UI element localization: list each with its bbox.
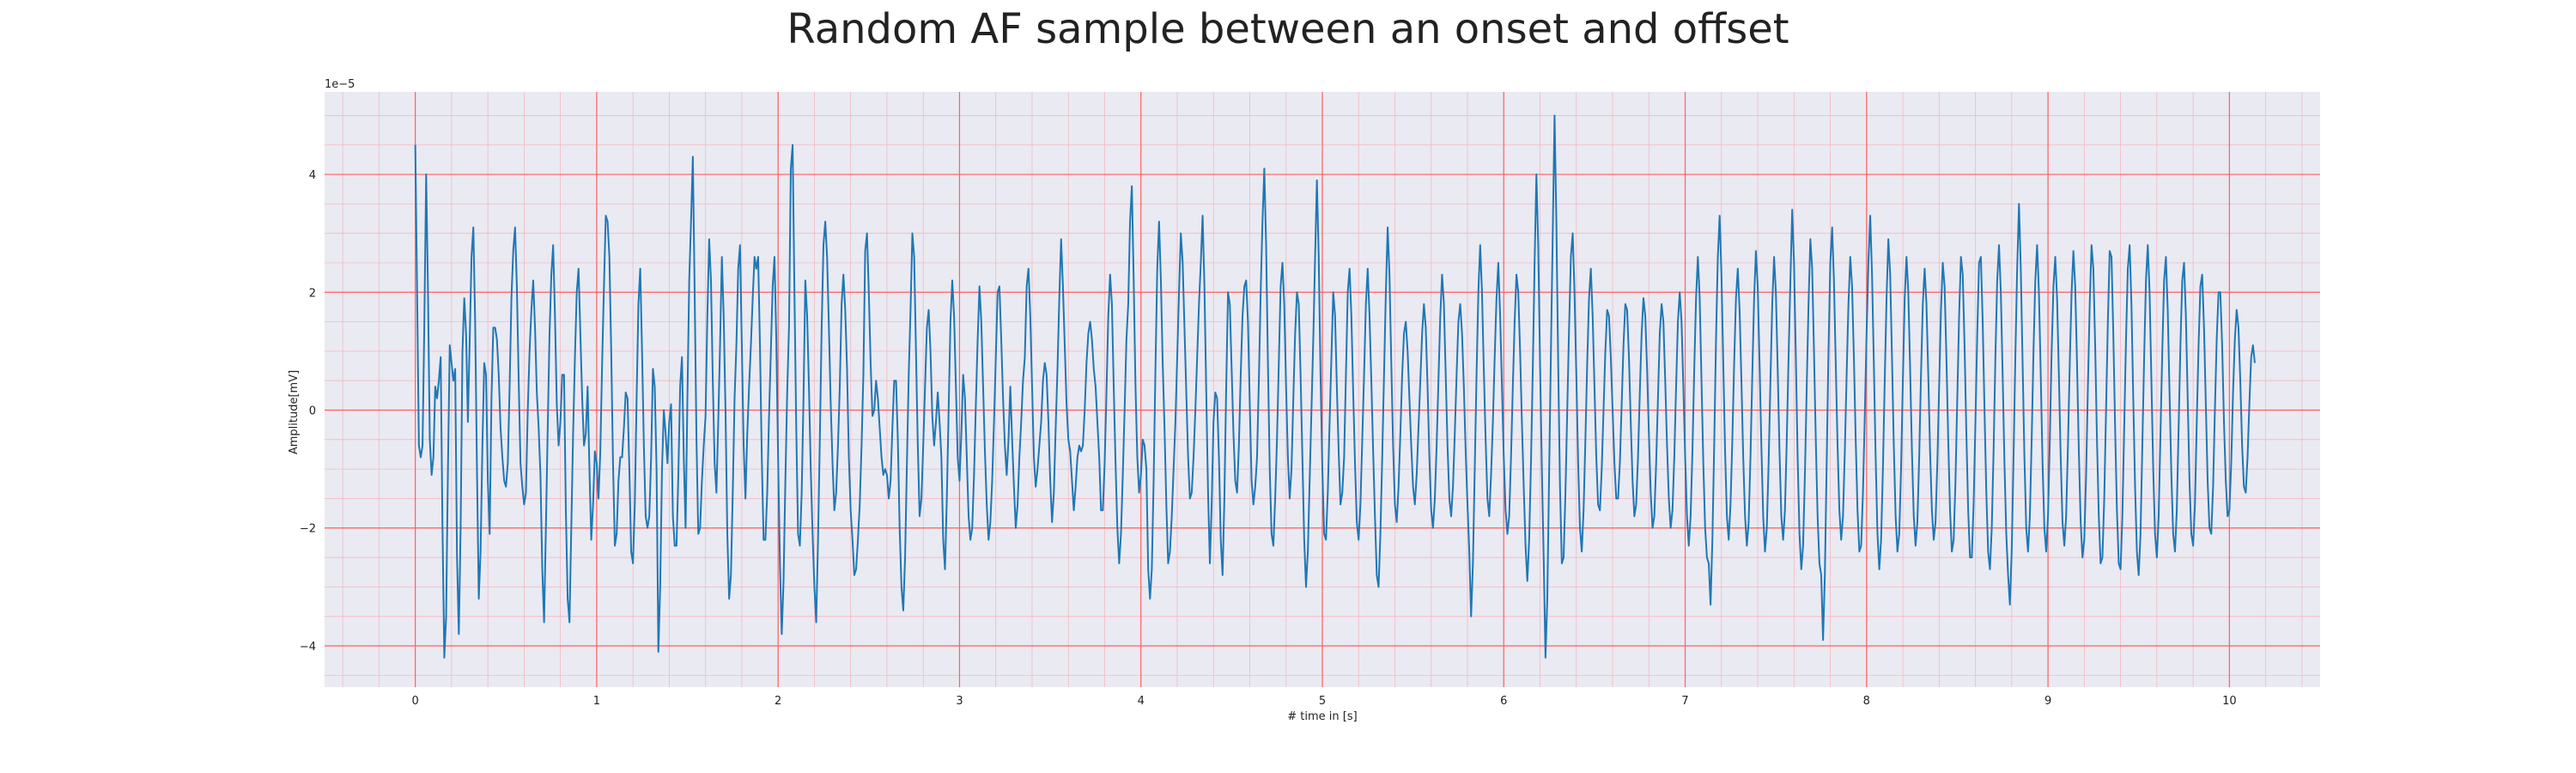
x-axis-ticks: 0 1 2 3 4 5 6 7 8 9 10	[411, 695, 2236, 708]
y-tick-label: 2	[309, 287, 316, 300]
series-line	[414, 114, 2256, 659]
x-tick-label: 2	[775, 695, 781, 708]
y-tick-label: −4	[300, 641, 316, 654]
y-tick-label: 0	[309, 405, 316, 418]
series-layer	[414, 114, 2256, 659]
x-tick-label: 3	[956, 695, 963, 708]
x-tick-label: 1	[593, 695, 600, 708]
x-tick-label: 8	[1863, 695, 1870, 708]
x-tick-label: 10	[2222, 695, 2237, 708]
y-axis-ticks: −4 −2 0 2 4	[300, 169, 316, 654]
x-tick-label: 5	[1319, 695, 1326, 708]
major-grid	[325, 92, 2320, 687]
chart-title: Random AF sample between an onset and of…	[787, 5, 1789, 53]
x-tick-label: 9	[2044, 695, 2051, 708]
y-tick-label: −2	[300, 523, 316, 536]
x-tick-label: 0	[411, 695, 418, 708]
y-tick-label: 4	[309, 169, 316, 182]
x-tick-label: 6	[1500, 695, 1507, 708]
x-tick-label: 4	[1138, 695, 1145, 708]
y-axis-offset-label: 1e−5	[325, 78, 355, 91]
x-tick-label: 7	[1681, 695, 1688, 708]
y-axis-label: Amplitude[mV]	[288, 370, 301, 454]
x-axis-label: # time in [s]	[1287, 710, 1357, 723]
